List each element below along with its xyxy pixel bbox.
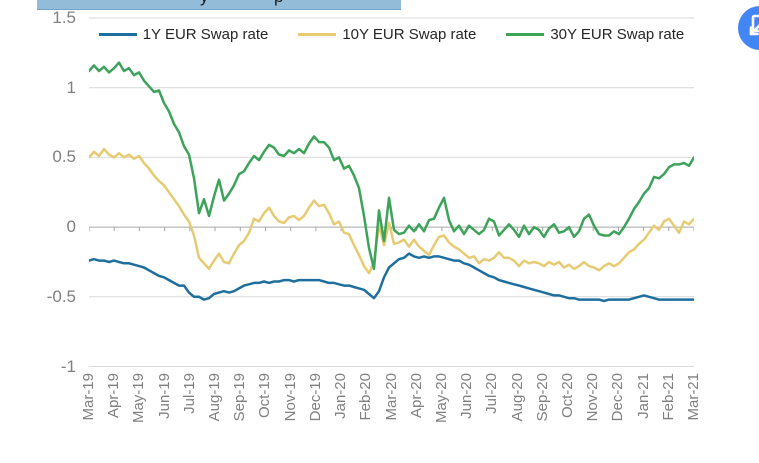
x-axis-label: Apr-20: [407, 373, 425, 419]
x-axis-label: Jul-20: [483, 373, 501, 414]
x-axis-label: Jun-19: [155, 373, 173, 419]
clipped-title-fragment: p: [274, 0, 283, 7]
legend-swatch-1y: [98, 32, 137, 36]
selected-title-strip[interactable]: y p: [37, 0, 401, 10]
picture-in-picture-icon[interactable]: [737, 5, 759, 51]
x-axis-label: Sep-20: [533, 373, 551, 422]
x-axis-label: Dec-19: [306, 373, 324, 422]
y-axis-label: 1.5: [52, 8, 76, 27]
clipped-title-fragment: y: [200, 0, 209, 7]
series-line-1y: [89, 252, 694, 303]
x-axis-label: May-20: [432, 373, 450, 424]
legend-item-1y: 1Y EUR Swap rate: [98, 25, 269, 43]
x-axis-label: Dec-20: [609, 373, 627, 422]
y-axis-label: 0.5: [52, 147, 76, 167]
legend-label-10y: 10Y EUR Swap rate: [342, 25, 477, 43]
y-axis-label: 1: [66, 77, 76, 97]
x-axis-label: Apr-19: [105, 373, 123, 419]
x-axis-label: Aug-19: [206, 373, 224, 422]
y-axis-label: -1: [60, 356, 76, 376]
x-axis-label: Oct-19: [256, 373, 274, 419]
x-axis-label: Oct-20: [558, 373, 576, 419]
x-axis-label: Sep-19: [231, 373, 249, 422]
series-line-10y: [89, 147, 694, 275]
legend-swatch-30y: [506, 32, 545, 36]
x-axis-label: Aug-20: [508, 373, 526, 422]
x-axis-label: Jul-19: [180, 373, 198, 414]
x-axis-label: Jan-21: [634, 373, 652, 419]
y-axis-label: 0: [66, 217, 76, 237]
legend-item-30y: 30Y EUR Swap rate: [506, 26, 684, 43]
legend-label-1y: 1Y EUR Swap rate: [142, 25, 269, 43]
x-axis-label: Mar-21: [685, 373, 702, 421]
x-axis-label: Feb-20: [357, 373, 375, 421]
x-axis-label: Mar-20: [382, 373, 400, 421]
x-axis-label: Nov-20: [584, 373, 602, 422]
x-axis-label: May-19: [130, 373, 148, 424]
x-axis-label: Nov-19: [281, 373, 299, 422]
legend-label-30y: 30Y EUR Swap rate: [550, 25, 685, 43]
chart-plot-area: [89, 17, 694, 367]
y-axis-label: -0.5: [46, 286, 76, 306]
chart-legend: 1Y EUR Swap rate 10Y EUR Swap rate 30Y E…: [89, 25, 694, 43]
legend-item-10y: 10Y EUR Swap rate: [298, 26, 476, 43]
x-axis-label: Mar-19: [80, 373, 97, 421]
x-axis-label: Feb-21: [659, 373, 677, 421]
x-axis-label: Jun-20: [458, 373, 476, 419]
series-line-30y: [89, 61, 694, 271]
legend-swatch-10y: [298, 32, 337, 36]
x-axis-label: Jan-20: [332, 373, 350, 419]
